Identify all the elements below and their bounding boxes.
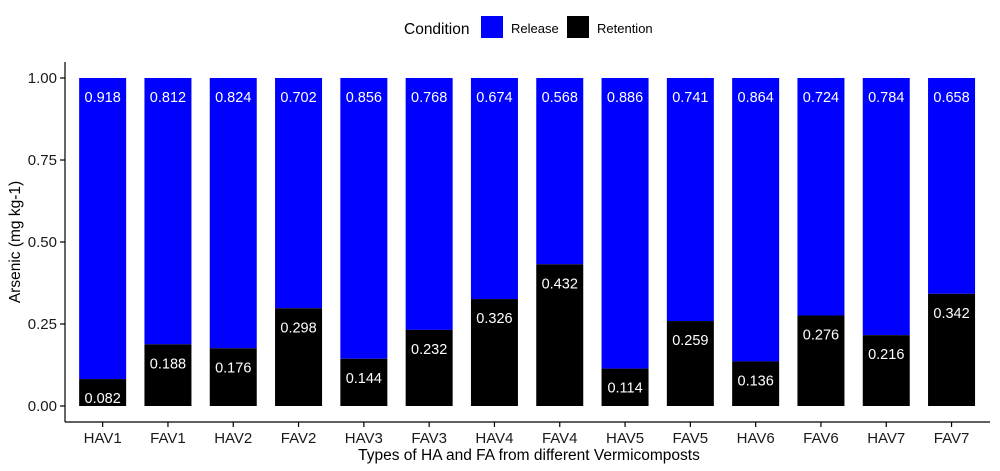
x-tick-label-fav1: FAV1 <box>150 430 186 447</box>
data-label-release-hav1: 0.918 <box>85 90 121 106</box>
data-label-release-fav6: 0.724 <box>803 90 839 106</box>
bar-retention-hav2 <box>209 348 257 406</box>
bar-release-fav7 <box>928 78 976 294</box>
bar-retention-fav1 <box>144 344 192 406</box>
x-axis-ticks: HAV1 FAV1 HAV2 FAV2 HAV3 FAV3 HAV4 FAV4 HAV5 FAV5… <box>84 422 970 447</box>
data-label-retention-hav4: 0.326 <box>476 311 512 327</box>
data-label-release-hav6: 0.864 <box>738 90 774 106</box>
bar-retention-fav2 <box>275 308 323 406</box>
data-label-retention-fav4: 0.432 <box>542 276 578 292</box>
bar-retention-fav5 <box>666 321 714 406</box>
bar-retention-hav5 <box>601 368 649 406</box>
x-tick-label-hav1: HAV1 <box>84 430 122 447</box>
bar-release-fav1 <box>144 78 192 345</box>
data-label-release-hav4: 0.674 <box>476 90 512 106</box>
x-tick-label-hav5: HAV5 <box>606 430 644 447</box>
data-label-release-fav4: 0.568 <box>542 90 578 106</box>
bars-layer <box>79 78 976 406</box>
data-label-release-hav7: 0.784 <box>868 90 904 106</box>
bar-retention-fav7 <box>928 293 976 406</box>
bar-release-hav3 <box>340 78 388 359</box>
bar-release-hav7 <box>862 78 910 336</box>
data-label-retention-hav2: 0.176 <box>215 360 251 376</box>
data-label-release-hav2: 0.824 <box>215 90 251 106</box>
data-label-release-fav3: 0.768 <box>411 90 447 106</box>
data-label-release-fav2: 0.702 <box>280 90 316 106</box>
y-tick-label: 0.00 <box>28 398 57 415</box>
bar-retention-fav4 <box>536 264 584 406</box>
y-tick-label: 0.50 <box>28 234 57 251</box>
data-label-retention-fav3: 0.232 <box>411 342 447 358</box>
legend-swatch-retention <box>567 16 589 38</box>
bar-release-fav2 <box>275 78 323 309</box>
x-tick-label-hav3: HAV3 <box>345 430 383 447</box>
x-tick-label-hav7: HAV7 <box>867 430 905 447</box>
y-axis-title: Arsenic (mg kg-1) <box>7 181 24 303</box>
bar-retention-hav4 <box>470 299 518 406</box>
bar-retention-hav1 <box>79 379 127 406</box>
data-label-release-fav5: 0.741 <box>672 90 708 106</box>
x-tick-label-fav3: FAV3 <box>411 430 447 447</box>
x-tick-label-fav5: FAV5 <box>673 430 709 447</box>
legend-title: Condition <box>404 21 470 38</box>
x-tick-label-fav7: FAV7 <box>934 430 970 447</box>
x-tick-label-fav2: FAV2 <box>281 430 317 447</box>
x-axis-title: Types of HA and FA from different Vermic… <box>358 447 700 464</box>
bar-retention-fav3 <box>405 329 453 406</box>
bar-release-hav4 <box>470 78 518 300</box>
y-tick-label: 0.75 <box>28 152 57 169</box>
bar-release-hav2 <box>209 78 257 349</box>
data-label-retention-fav1: 0.188 <box>150 356 186 372</box>
data-label-release-fav1: 0.812 <box>150 90 186 106</box>
legend-label-release: Release <box>511 21 559 36</box>
bar-release-fav3 <box>405 78 453 330</box>
data-label-retention-fav7: 0.342 <box>933 306 969 322</box>
legend: Condition Release Retention <box>404 16 653 38</box>
data-label-retention-hav5: 0.114 <box>607 381 642 397</box>
bar-retention-hav3 <box>340 358 388 406</box>
y-tick-label: 1.00 <box>28 70 57 87</box>
bar-retention-hav7 <box>862 335 910 406</box>
data-label-retention-fav2: 0.298 <box>280 320 316 336</box>
bar-retention-fav6 <box>797 315 845 406</box>
x-tick-label-hav4: HAV4 <box>475 430 513 447</box>
x-tick-label-hav2: HAV2 <box>214 430 252 447</box>
data-label-release-hav3: 0.856 <box>346 90 382 106</box>
data-labels-layer: 0.918 0.082 0.812 0.188 0.824 0.176 0.702 0.298… <box>85 90 970 407</box>
bar-release-hav6 <box>732 78 780 362</box>
data-label-retention-fav5: 0.259 <box>672 333 708 349</box>
data-label-retention-hav6: 0.136 <box>738 373 774 389</box>
legend-label-retention: Retention <box>597 21 653 36</box>
bar-release-hav1 <box>79 78 127 380</box>
data-label-retention-hav7: 0.216 <box>868 347 904 363</box>
legend-swatch-release <box>481 16 503 38</box>
data-label-retention-hav1: 0.082 <box>85 391 121 407</box>
y-tick-label: 0.25 <box>28 316 57 333</box>
bar-release-fav5 <box>666 78 714 322</box>
x-tick-label-fav4: FAV4 <box>542 430 578 447</box>
x-tick-label-hav6: HAV6 <box>737 430 775 447</box>
x-tick-label-fav6: FAV6 <box>803 430 839 447</box>
bar-release-fav4 <box>536 78 584 265</box>
data-label-retention-hav3: 0.144 <box>346 371 382 387</box>
y-axis-ticks: 0.00 0.25 0.50 0.75 1.00 <box>28 70 65 415</box>
data-label-release-hav5: 0.886 <box>607 90 643 106</box>
bar-release-hav5 <box>601 78 649 369</box>
data-label-retention-fav6: 0.276 <box>803 327 839 343</box>
bar-retention-hav6 <box>732 361 780 406</box>
data-label-release-fav7: 0.658 <box>933 90 969 106</box>
bar-release-fav6 <box>797 78 845 316</box>
